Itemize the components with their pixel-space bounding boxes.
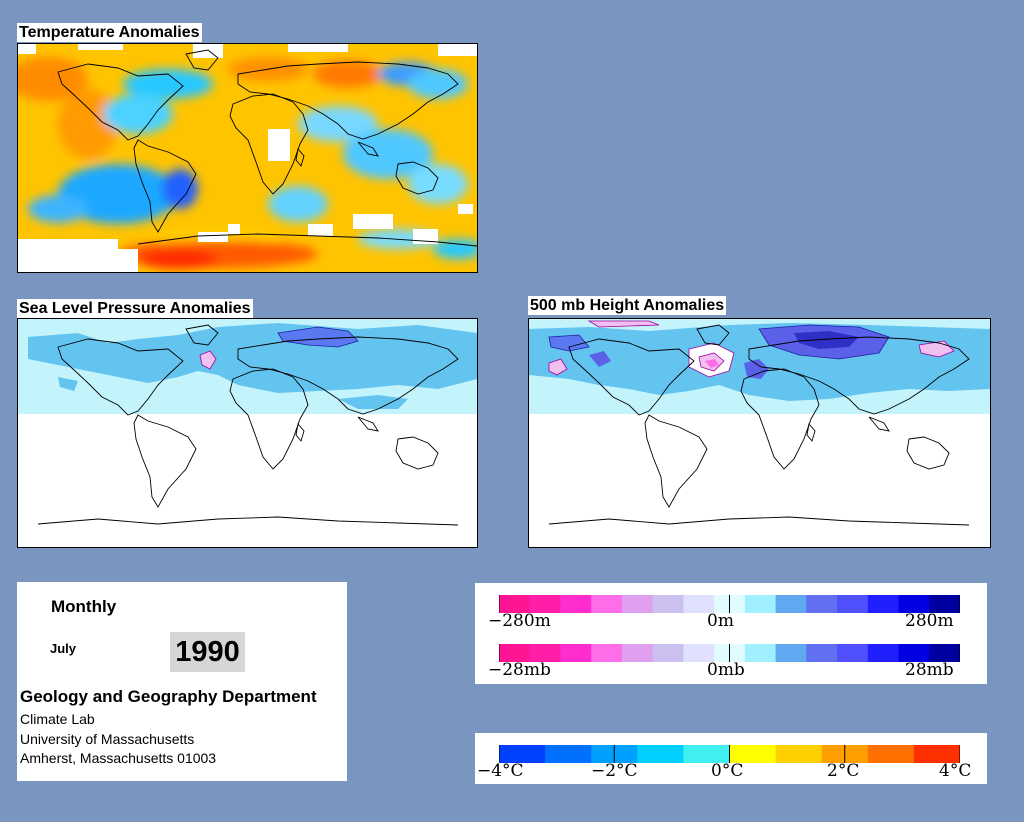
pressure-mid-label: 0mb	[707, 660, 745, 680]
university-name: University of Massachusetts	[20, 731, 195, 747]
colorbar-swatch	[806, 644, 838, 662]
colorbar-swatch	[744, 644, 777, 662]
lab-name: Climate Lab	[20, 711, 95, 727]
colorbar-swatch	[744, 595, 777, 613]
height-min-label: −280m	[488, 611, 551, 631]
colorbar-swatch	[683, 644, 715, 662]
colorbar-swatch	[775, 595, 807, 613]
temp-label-4: 4°C	[939, 761, 972, 781]
height-max-label: 280m	[905, 611, 954, 631]
pressure-max-label: 28mb	[905, 660, 954, 680]
height-mid-label: 0m	[707, 611, 734, 631]
slp-panel-title: Sea Level Pressure Anomalies	[17, 299, 253, 318]
colorbar-swatch	[560, 644, 592, 662]
department-name: Geology and Geography Department	[20, 687, 317, 706]
colorbar-swatch	[591, 595, 623, 613]
height500-panel-title: 500 mb Height Anomalies	[528, 296, 727, 315]
colorbar-swatch	[837, 644, 869, 662]
colorbar-swatch	[499, 644, 531, 662]
info-box: Monthly July 1990 Geology and Geography …	[17, 582, 347, 781]
year-display: 1990	[170, 632, 245, 672]
colorbar-swatch	[867, 745, 915, 763]
colorbar-swatch	[898, 644, 930, 662]
colorbar-swatch	[867, 644, 900, 662]
colorbar-swatch	[499, 595, 531, 613]
colorbar-swatch	[775, 644, 807, 662]
sea-level-pressure-anomaly-map	[17, 318, 478, 548]
colorbar-swatch	[499, 745, 546, 763]
colorbar-swatch	[729, 745, 777, 763]
height-colorbar	[499, 595, 960, 613]
temp-label-3: 2°C	[827, 761, 860, 781]
address: Amherst, Massachusetts 01003	[20, 750, 217, 766]
colorbar-swatch	[867, 595, 900, 613]
colorbar-swatch	[591, 644, 623, 662]
colorbar-swatch	[652, 595, 684, 613]
temperature-colorbar	[499, 745, 960, 763]
period-mode-label: Monthly	[51, 597, 117, 616]
colorbar-swatch	[560, 595, 592, 613]
temperature-anomaly-map	[17, 43, 478, 273]
pressure-min-label: −28mb	[488, 660, 551, 680]
temp-label-1: −2°C	[591, 761, 638, 781]
colorbar-swatch	[683, 745, 730, 763]
colorbar-swatch	[775, 745, 823, 763]
colorbar-swatch	[621, 644, 654, 662]
colorbar-swatch	[637, 745, 684, 763]
colorbar-swatch	[529, 644, 561, 662]
colorbar-swatch	[837, 595, 869, 613]
colorbar-swatch	[913, 745, 960, 763]
colorbar-swatch	[545, 745, 592, 763]
colorbar-swatch	[529, 595, 561, 613]
colorbar-swatch	[898, 595, 930, 613]
month-label: July	[50, 641, 77, 656]
colorbar-swatch	[652, 644, 684, 662]
temperature-legend: −4°C −2°C 0°C 2°C 4°C	[475, 733, 987, 784]
colorbar-swatch	[806, 595, 838, 613]
temperature-panel-title: Temperature Anomalies	[17, 23, 202, 42]
colorbar-swatch	[621, 595, 654, 613]
temp-label-2: 0°C	[711, 761, 744, 781]
colorbar-swatch	[683, 595, 715, 613]
colorbar-swatch	[929, 595, 960, 613]
pressure-colorbar	[499, 644, 960, 662]
temp-label-0: −4°C	[477, 761, 524, 781]
colorbar-swatch	[929, 644, 960, 662]
anomaly-legend: −280m 0m 280m −28mb 0mb 28mb	[475, 583, 987, 684]
500mb-height-anomaly-map	[528, 318, 991, 548]
